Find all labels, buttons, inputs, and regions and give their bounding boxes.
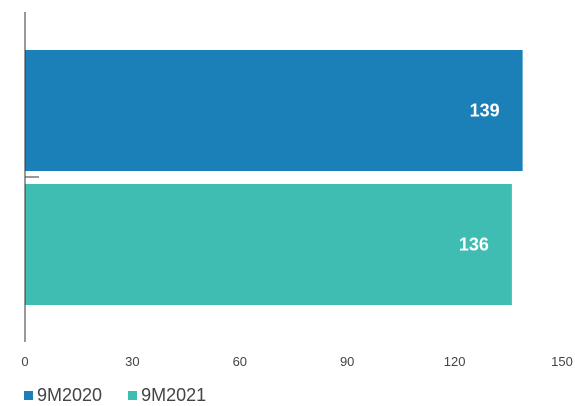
bar-chart: 139 136 0 30 60 90 120 150 bbox=[21, 12, 573, 369]
legend-label-9m2021: 9M2021 bbox=[141, 385, 207, 405]
x-tick-label-90: 90 bbox=[340, 354, 354, 369]
legend-swatch-9m2020 bbox=[24, 390, 33, 400]
legend-item-9m2021: 9M2021 bbox=[128, 384, 206, 406]
data-labels-group: 139 136 bbox=[459, 101, 500, 255]
legend-label-9m2020: 9M2020 bbox=[37, 385, 103, 405]
x-tick-label-0: 0 bbox=[21, 354, 28, 369]
x-tick-labels-group: 0 30 60 90 120 150 bbox=[21, 354, 572, 369]
legend-item-9m2020: 9M2020 bbox=[24, 384, 102, 406]
bar-9m2021 bbox=[25, 184, 512, 305]
data-label-9m2021: 136 bbox=[459, 235, 489, 255]
legend: 9M2020 9M2021 bbox=[24, 384, 206, 406]
x-tick-label-150: 150 bbox=[551, 354, 573, 369]
x-tick-label-60: 60 bbox=[233, 354, 247, 369]
bar-9m2020 bbox=[25, 50, 523, 171]
legend-swatch-9m2021 bbox=[128, 390, 138, 400]
data-label-9m2020: 139 bbox=[470, 101, 500, 121]
x-tick-label-30: 30 bbox=[125, 354, 139, 369]
x-tick-label-120: 120 bbox=[444, 354, 466, 369]
bars-group bbox=[25, 50, 523, 305]
